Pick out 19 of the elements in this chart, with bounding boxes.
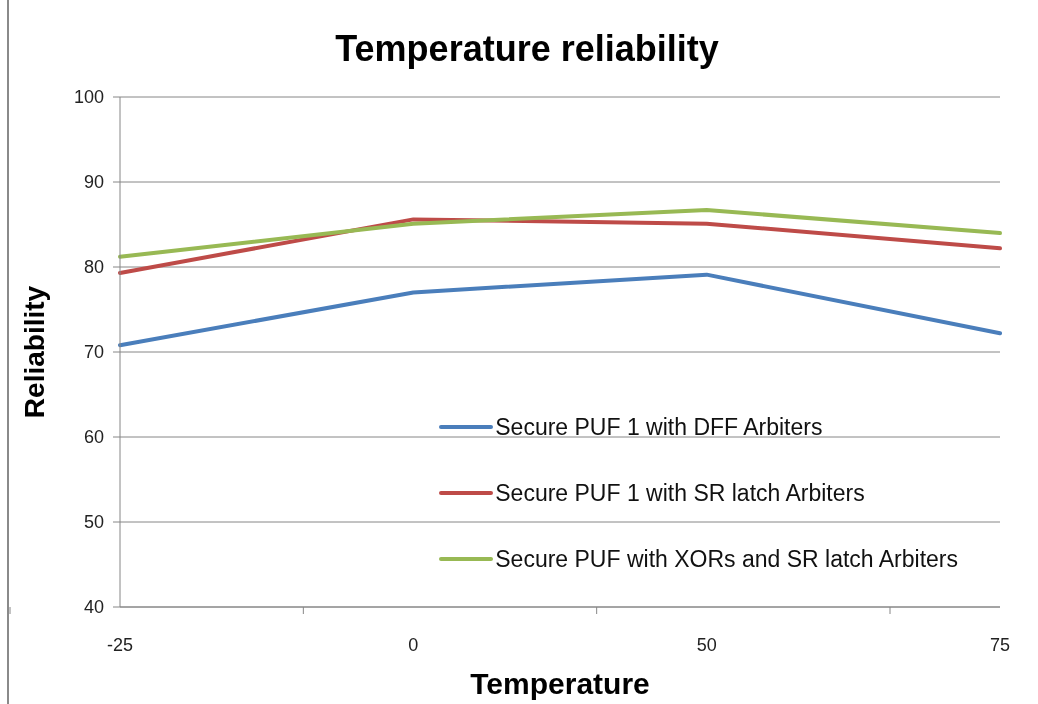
legend-label: Secure PUF 1 with SR latch Arbiters bbox=[495, 479, 865, 507]
y-tick-label: 40 bbox=[83, 597, 104, 618]
y-tick-label: 80 bbox=[83, 257, 104, 278]
y-tick-label: 90 bbox=[83, 172, 104, 193]
x-tick-label: -25 bbox=[106, 634, 134, 655]
y-tick-label: 100 bbox=[73, 87, 104, 108]
y-tick-label: 70 bbox=[83, 342, 104, 363]
x-axis-title: Temperature bbox=[470, 667, 650, 701]
y-tick-label: 60 bbox=[83, 427, 104, 448]
x-tick-label: 0 bbox=[408, 634, 419, 655]
line-series bbox=[118, 272, 1002, 348]
y-tick-label: 50 bbox=[83, 512, 104, 533]
line-series bbox=[118, 208, 1002, 259]
legend-label: Secure PUF 1 with DFF Arbiters bbox=[495, 413, 823, 441]
legend-label: Secure PUF with XORs and SR latch Arbiters bbox=[495, 545, 958, 573]
chart-title: Temperature reliability bbox=[334, 28, 720, 70]
x-tick-label: 75 bbox=[989, 634, 1011, 655]
x-tick-label: 50 bbox=[696, 634, 717, 655]
y-axis-title: Reliability bbox=[19, 285, 51, 419]
